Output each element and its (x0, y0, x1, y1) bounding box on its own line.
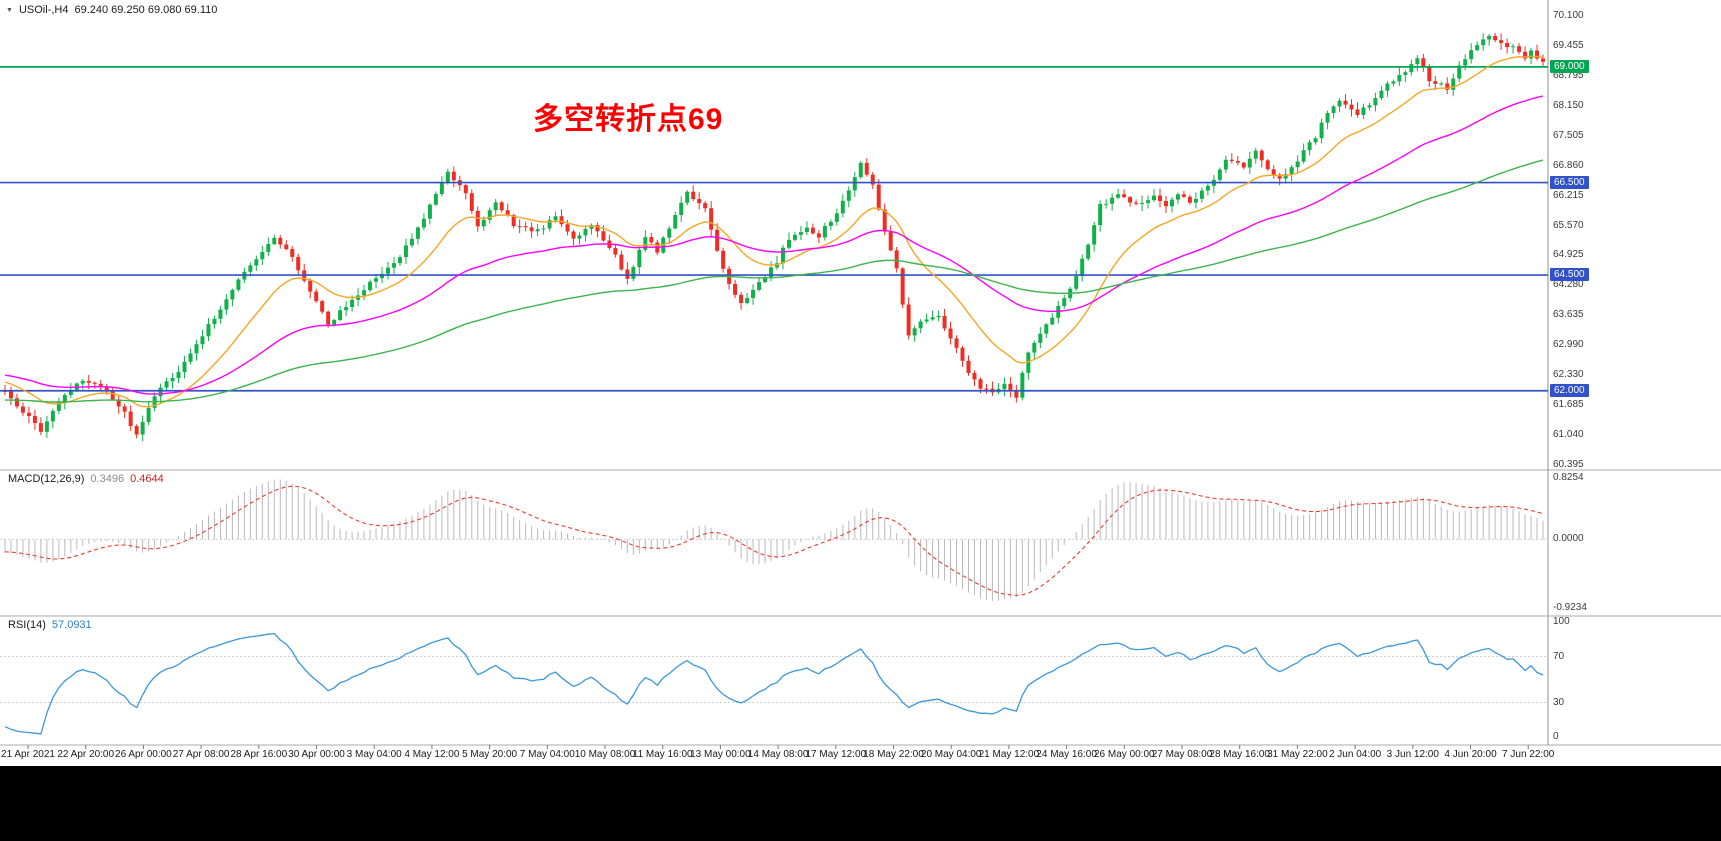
price-level-label: 66.500 (1550, 175, 1589, 189)
ohlc-values: 69.240 69.250 69.080 69.110 (74, 4, 218, 16)
time-axis-label: 4 May 12:00 (404, 749, 460, 760)
time-axis[interactable]: 21 Apr 2021 22 Apr 20:00 26 Apr 00:00 27 Ap… (0, 745, 1721, 766)
price-axis-tick: 64.925 (1553, 249, 1584, 261)
price-axis-tick: 63.635 (1553, 309, 1584, 321)
time-axis-label: 28 May 16:00 (1209, 749, 1270, 760)
price-axis-tick: 69.455 (1553, 39, 1584, 51)
time-axis-label: 2 Jun 04:00 (1328, 749, 1382, 760)
macd-indicator-label: MACD(12,26,9) 0.3496 0.4644 (8, 473, 164, 485)
rsi-axis-tick: 30 (1553, 696, 1565, 708)
time-axis-label: 22 Apr 20:00 (57, 749, 115, 760)
time-axis-label: 13 May 00:00 (690, 749, 751, 760)
time-axis-label: 27 Apr 08:00 (172, 749, 230, 760)
price-axis-tick: 68.795 (1553, 70, 1584, 82)
time-axis-label: 21 Apr 2021 (1, 749, 55, 760)
time-axis-label: 14 May 08:00 (747, 749, 809, 760)
time-axis-label: 10 May 08:00 (574, 749, 636, 760)
price-axis-tick: 68.150 (1553, 100, 1584, 112)
macd-axis-tick: -0.9234 (1553, 602, 1587, 613)
time-axis-label: 31 May 22:00 (1267, 749, 1328, 760)
price-axis-tick: 66.860 (1553, 159, 1584, 171)
rsi-name: RSI(14) (8, 619, 46, 631)
chart-info-line: ▼ USOil-,H4 69.240 69.250 69.080 69.110 (6, 4, 217, 16)
time-axis-label: 20 May 04:00 (920, 749, 982, 760)
time-axis-label: 26 May 00:00 (1093, 749, 1155, 760)
time-axis-label: 26 Apr 00:00 (115, 749, 172, 760)
macd-signal-value: 0.4644 (130, 473, 164, 485)
price-axis[interactable]: 70.100 69.455 68.795 68.150 67.505 66.860 66.2… (1549, 0, 1721, 745)
time-axis-label: 17 May 12:00 (805, 749, 867, 760)
price-level-label: 64.500 (1550, 268, 1589, 282)
symbol-timeframe-label: USOil-,H4 (18, 4, 69, 16)
time-axis-label: 28 Apr 16:00 (230, 749, 288, 760)
rsi-value: 57.0931 (51, 619, 92, 631)
macd-axis-tick: 0.8254 (1553, 472, 1584, 483)
symbol-dropdown-icon: ▼ (6, 6, 13, 14)
price-axis-tick: 66.215 (1553, 189, 1584, 201)
time-axis-label: 24 May 16:00 (1036, 749, 1097, 760)
rsi-indicator-label: RSI(14) 57.0931 (8, 619, 92, 631)
price-axis-tick: 70.100 (1553, 10, 1584, 21)
time-axis-label: 4 Jun 20:00 (1444, 749, 1497, 760)
time-axis-label: 5 May 20:00 (462, 749, 518, 760)
price-axis-tick: 64.280 (1553, 279, 1584, 291)
time-axis-label: 27 May 08:00 (1151, 749, 1213, 760)
rsi-axis-tick: 70 (1553, 650, 1565, 662)
rsi-axis-tick: 100 (1553, 616, 1570, 627)
rsi-axis-tick: 0 (1553, 731, 1559, 742)
price-axis-tick: 61.685 (1553, 399, 1584, 411)
time-axis-label: 11 May 16:00 (632, 749, 693, 760)
time-axis-label: 18 May 22:00 (863, 749, 924, 760)
price-axis-tick: 61.040 (1553, 429, 1584, 441)
footer-bar (0, 766, 1721, 841)
macd-name: MACD(12,26,9) (8, 473, 85, 485)
chart-canvas[interactable] (0, 0, 1721, 766)
price-axis-tick: 62.330 (1553, 369, 1584, 381)
chart-annotation-text[interactable]: 多空转折点69 (533, 103, 724, 136)
price-axis-tick: 65.570 (1553, 219, 1584, 231)
time-axis-label: 7 May 04:00 (519, 749, 575, 760)
price-level-label: 62.000 (1550, 383, 1589, 397)
price-axis-tick: 67.505 (1553, 130, 1584, 142)
price-axis-tick: 60.395 (1553, 459, 1584, 470)
macd-main-value: 0.3496 (90, 473, 125, 485)
macd-axis-tick: 0.0000 (1553, 533, 1584, 545)
time-axis-label: 30 Apr 00:00 (288, 749, 345, 760)
time-axis-label: 3 Jun 12:00 (1386, 749, 1439, 760)
price-level-label: 69.000 (1550, 59, 1589, 73)
time-axis-label: 3 May 04:00 (346, 749, 402, 760)
time-axis-label: 7 Jun 22:00 (1502, 749, 1555, 760)
time-axis-label: 21 May 12:00 (978, 749, 1040, 760)
price-axis-tick: 62.990 (1553, 338, 1584, 350)
